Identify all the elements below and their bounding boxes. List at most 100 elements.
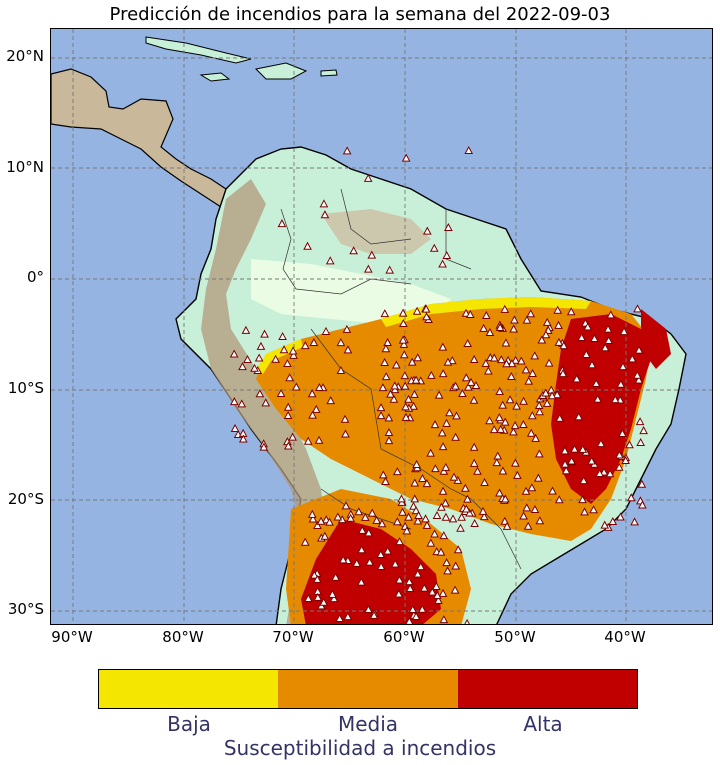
fire-warning-icon (369, 610, 379, 619)
cuba (145, 36, 252, 64)
fire-warning-icon (566, 307, 576, 316)
fire-warning-icon (333, 512, 343, 521)
fire-warning-icon (489, 353, 499, 362)
fire-warning-icon (618, 428, 627, 438)
fire-warning-icon (343, 612, 353, 621)
fire-warning-icon (560, 459, 570, 468)
fire-warning-icon (426, 370, 436, 379)
fire-warning-icon (451, 381, 460, 390)
fire-warning-icon (342, 146, 352, 155)
fire-warning-icon (437, 428, 447, 437)
fire-warning-icon (421, 514, 430, 523)
fire-warning-icon (259, 442, 269, 451)
fire-warning-icon (308, 514, 318, 523)
fire-warning-icon (439, 466, 449, 475)
fire-warning-icon (500, 516, 510, 525)
lon-tick-90w: 90°W (51, 628, 93, 646)
fire-warning-icon (442, 250, 452, 260)
fire-warning-icon (250, 363, 259, 372)
colorbar-segment-media (278, 670, 458, 708)
fire-warning-icon (342, 324, 352, 333)
fire-warning-icon (625, 440, 634, 449)
fire-warning-icon (311, 404, 321, 413)
fire-warning-icon (581, 349, 591, 358)
fire-warning-icon (288, 432, 297, 441)
fire-warning-icon (326, 396, 336, 405)
fire-warning-icon (284, 441, 293, 450)
fire-warning-icon (419, 583, 429, 592)
fire-warning-icon (279, 345, 289, 354)
fire-warning-icon (604, 335, 614, 345)
fire-warning-icon (413, 353, 423, 362)
fire-warning-icon (329, 594, 339, 603)
fire-warning-icon (589, 505, 598, 514)
fire-warning-icon (469, 395, 479, 404)
fire-warning-icon (633, 304, 642, 313)
fire-warning-icon (528, 368, 537, 377)
fire-warning-icon (426, 448, 435, 457)
fire-warning-icon (434, 595, 443, 604)
fire-warning-icon (307, 389, 317, 398)
fire-warning-icon (489, 425, 499, 434)
fire-warning-icon (587, 360, 597, 369)
fire-warning-icon (230, 423, 240, 432)
fire-warning-icon (639, 426, 648, 435)
fire-warning-icon (426, 538, 436, 547)
fire-warning-icon (500, 417, 510, 426)
fire-warning-icon (441, 512, 451, 521)
fire-warning-icon (501, 338, 511, 347)
fire-warning-icon (523, 521, 533, 530)
fire-warning-icon (577, 332, 586, 341)
fire-warning-icon (277, 219, 287, 228)
fire-warning-icon (300, 537, 310, 546)
fire-warning-icon (364, 528, 374, 537)
fire-warning-icon (505, 395, 515, 404)
fire-warning-icon (465, 309, 475, 319)
fire-warning-icon (526, 309, 536, 318)
fire-warning-icon (438, 588, 448, 597)
colorbar-title: Susceptibilidad a incendios (223, 736, 497, 760)
lon-tick-50w: 50°W (494, 628, 536, 646)
fire-warning-icon (511, 458, 520, 467)
susceptibility-baja (381, 297, 591, 327)
colorbar-label-media: Media (337, 712, 399, 736)
fire-warning-icon (595, 468, 605, 478)
fire-warning-icon (320, 210, 330, 219)
fire-warning-icon (479, 323, 488, 332)
fire-warning-icon (627, 354, 637, 363)
fire-warning-icon (485, 416, 494, 425)
fire-warning-icon (354, 507, 364, 516)
fire-warning-icon (372, 515, 381, 524)
fire-warning-icon (522, 315, 532, 324)
fire-warning-icon (447, 356, 457, 365)
fire-warning-icon (288, 346, 298, 355)
fire-warning-icon (493, 451, 503, 460)
fire-warning-icon (417, 604, 427, 613)
fire-warning-icon (531, 433, 541, 442)
fire-warning-icon (238, 434, 248, 443)
fire-warning-icon (376, 549, 386, 558)
fire-warning-icon (443, 357, 453, 366)
fire-warning-icon (567, 456, 576, 465)
fire-warning-icon (357, 545, 366, 554)
fire-warning-icon (430, 420, 440, 429)
fire-warning-icon (401, 153, 411, 162)
fire-warning-icon (444, 222, 453, 231)
fire-warning-icon (325, 517, 334, 526)
fire-warning-icon (384, 413, 394, 422)
fire-warning-icon (464, 618, 470, 624)
fire-warning-icon (363, 173, 373, 182)
fire-warning-icon (535, 407, 544, 416)
fire-warning-icon (522, 503, 532, 512)
map-panel[interactable] (50, 28, 713, 625)
fire-warning-icon (315, 382, 324, 392)
fire-warning-icon (399, 318, 408, 328)
fire-warning-icon (313, 520, 322, 529)
fire-warning-icon (510, 315, 519, 324)
fire-warning-icon (618, 362, 628, 371)
fire-warning-icon (422, 479, 432, 488)
fire-warning-icon (341, 429, 350, 438)
fire-warning-icon (498, 400, 508, 409)
fire-warning-icon (416, 562, 426, 571)
fire-warning-icon (626, 493, 636, 502)
